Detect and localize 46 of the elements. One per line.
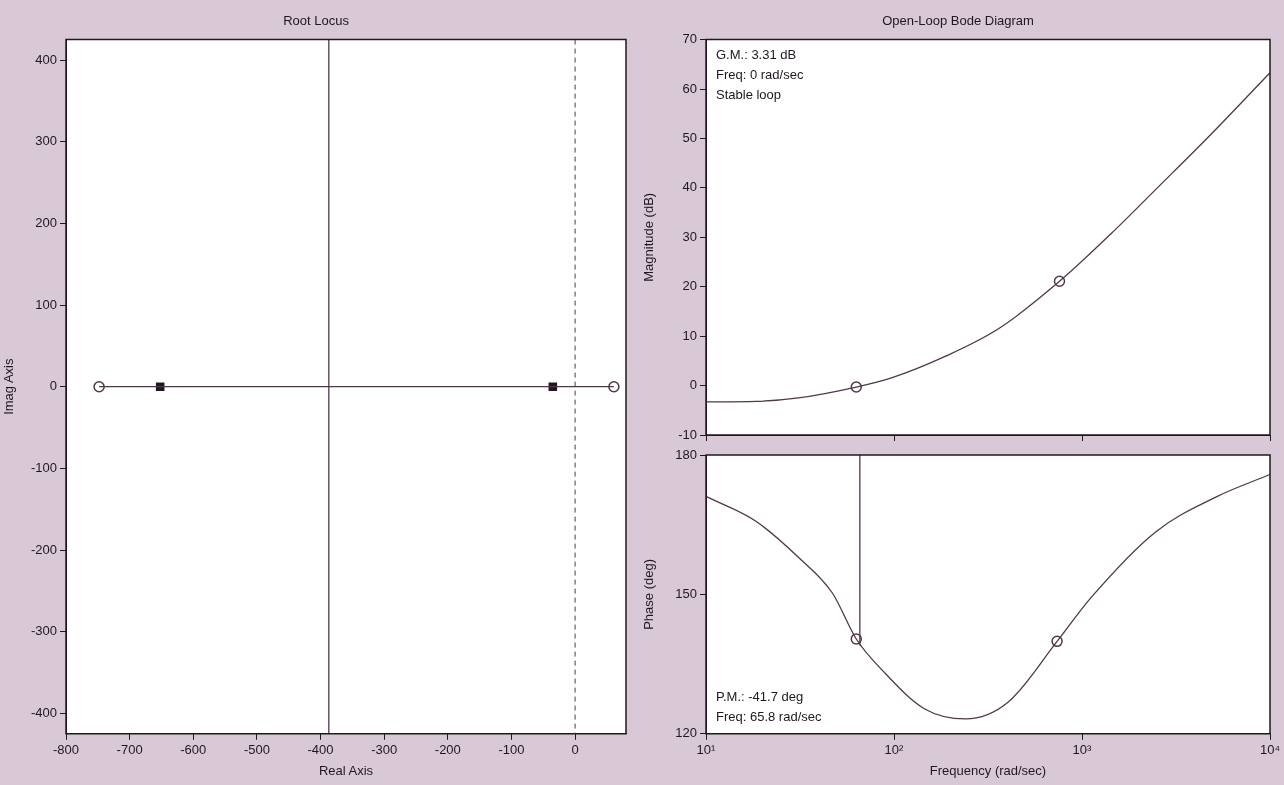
y-tick-label: -10 [678, 426, 697, 442]
y-tick-label: 60 [682, 80, 697, 96]
y-axis-title: Imag Axis [1, 358, 17, 415]
y-tick-label: 180 [675, 446, 697, 462]
x-tick-label: -300 [371, 742, 398, 758]
y-axis-title: Phase (deg) [641, 558, 657, 630]
x-tick-label: 10³ [1072, 742, 1093, 758]
x-tick-label: -800 [52, 742, 80, 758]
chart-title: Root Locus [283, 13, 350, 29]
x-tick-label: -600 [180, 742, 207, 758]
annotation: Freq: 0 rad/sec [716, 67, 804, 83]
annotation: Freq: 65.8 rad/sec [716, 709, 822, 725]
x-axis-title: Frequency (rad/sec) [929, 762, 1047, 778]
x-tick-label: 10² [884, 742, 905, 758]
y-tick-label: 40 [682, 179, 697, 195]
x-tick-label: -200 [434, 742, 461, 758]
chart-title: Open-Loop Bode Diagram [882, 13, 1034, 29]
y-tick-label: 300 [35, 133, 57, 149]
y-tick-label: 10 [682, 327, 697, 343]
y-tick-label: -300 [30, 623, 57, 639]
y-tick-label: 30 [682, 228, 697, 244]
annotation: G.M.: 3.31 dB [716, 47, 797, 63]
y-tick-label: 100 [35, 296, 57, 312]
x-tick-label: 0 [571, 742, 579, 758]
x-axis-title: Real Axis [318, 762, 374, 778]
y-tick-label: 150 [675, 585, 697, 601]
y-tick-label: 120 [675, 725, 697, 741]
x-tick-label: -400 [307, 742, 334, 758]
y-tick-label: 0 [689, 377, 697, 393]
y-tick-label: -100 [30, 459, 57, 475]
y-tick-label: -400 [30, 704, 57, 720]
y-tick-label: 0 [49, 378, 57, 394]
y-tick-label: 400 [35, 51, 57, 67]
annotation: Stable loop [716, 87, 782, 103]
y-tick-label: 200 [35, 214, 57, 230]
x-tick-label: 10¹ [696, 742, 717, 758]
x-tick-label: -100 [498, 742, 525, 758]
x-tick-label: -700 [116, 742, 143, 758]
y-axis-title: Magnitude (dB) [641, 192, 657, 282]
x-tick-label: -500 [243, 742, 270, 758]
annotation: P.M.: -41.7 deg [716, 689, 804, 705]
y-tick-label: 20 [682, 278, 697, 294]
y-tick-label: 70 [682, 31, 697, 47]
y-tick-label: 50 [682, 130, 697, 146]
y-tick-label: -200 [30, 541, 57, 557]
x-tick-label: 10⁴ [1259, 742, 1281, 758]
